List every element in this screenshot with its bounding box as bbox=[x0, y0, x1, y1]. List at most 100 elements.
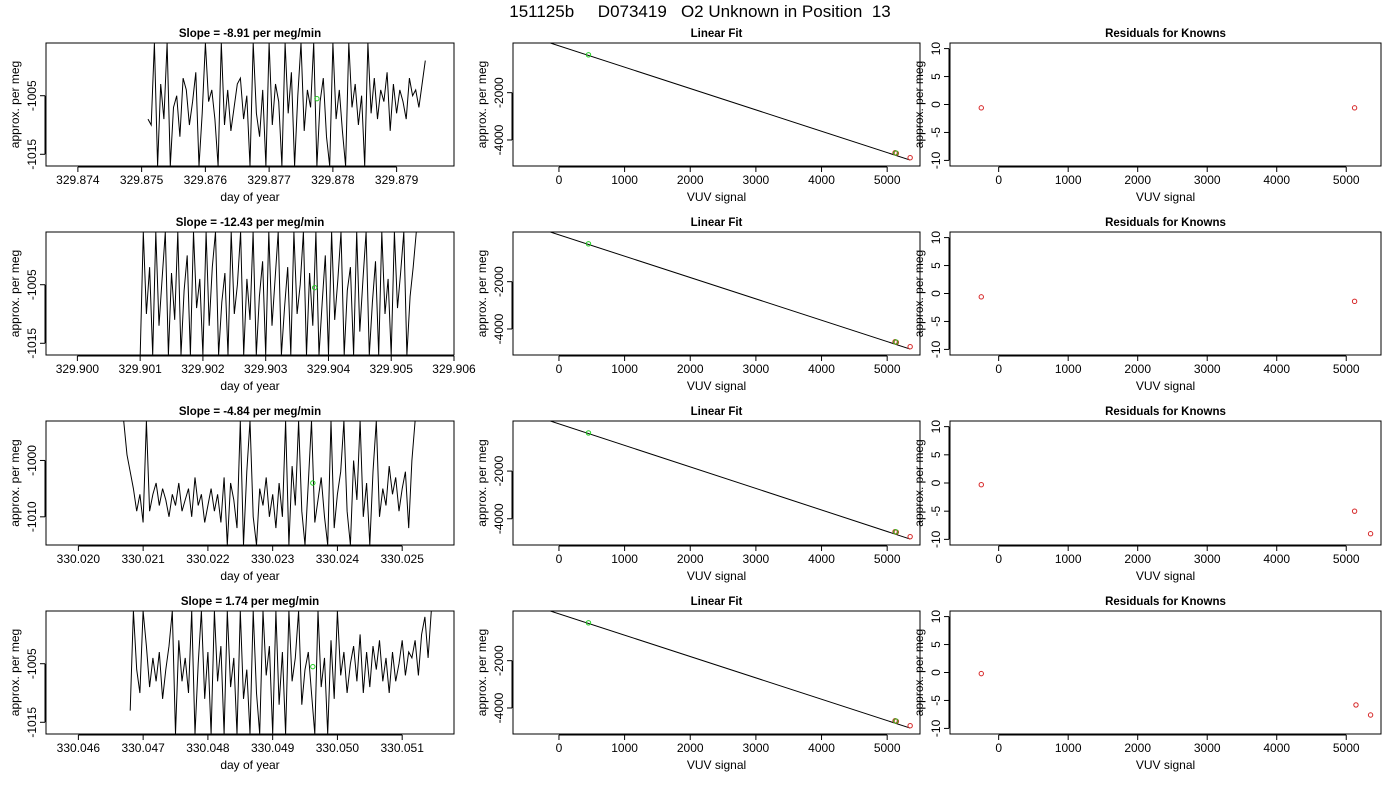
y-axis: -10 -5 0 5 10 bbox=[929, 42, 950, 169]
x-tick-label: 2000 bbox=[1124, 173, 1151, 187]
x-tick-label: 330.025 bbox=[380, 552, 424, 566]
unknown-point bbox=[310, 480, 316, 486]
y-tick-label: -2000 bbox=[492, 77, 506, 108]
y-tick-label: -1000 bbox=[25, 445, 39, 476]
page-title: 151125b D073419 O2 Unknown in Position 1… bbox=[509, 2, 891, 21]
x-tick-label: 3000 bbox=[1194, 741, 1221, 755]
x-axis: 0 1000 2000 3000 4000 5000 bbox=[995, 545, 1360, 566]
x-tick-label: 329.878 bbox=[311, 173, 355, 187]
y-axis: -1015 -1005 bbox=[25, 269, 46, 359]
y-axis-label: approx. per meg bbox=[8, 61, 22, 148]
x-axis-label: day of year bbox=[220, 379, 279, 393]
known-point bbox=[978, 294, 984, 300]
x-tick-label: 0 bbox=[995, 173, 1002, 187]
known-point bbox=[907, 155, 913, 161]
y-tick-label: -4000 bbox=[492, 124, 506, 155]
x-axis-label: VUV signal bbox=[687, 379, 746, 393]
plot-frame bbox=[949, 231, 1382, 356]
fit-line bbox=[548, 611, 911, 729]
y-axis-label: approx. per meg bbox=[912, 61, 926, 148]
y-tick-label: -2000 bbox=[492, 645, 506, 676]
chart-title: Residuals for Knowns bbox=[1105, 28, 1226, 40]
y-tick-label: 5 bbox=[929, 641, 943, 648]
x-tick-label: 4000 bbox=[808, 173, 835, 187]
plot-area bbox=[548, 43, 913, 161]
plot-frame bbox=[45, 42, 455, 167]
unknown-point bbox=[311, 284, 318, 291]
fit-line bbox=[548, 232, 911, 350]
x-axis: 0 1000 2000 3000 4000 5000 bbox=[556, 545, 901, 566]
y-tick-label: -10 bbox=[929, 151, 943, 169]
plot-area bbox=[123, 421, 416, 545]
x-tick-label: 2000 bbox=[677, 741, 704, 755]
panel-0-1: Linear Fit 0 1000 2000 3000 4000 5000 VUV signa… bbox=[475, 28, 921, 204]
x-tick-label: 329.902 bbox=[181, 362, 225, 376]
x-axis: 0 1000 2000 3000 4000 5000 bbox=[995, 355, 1360, 376]
fit-line bbox=[548, 43, 911, 161]
x-axis: 0 1000 2000 3000 4000 5000 bbox=[995, 166, 1360, 187]
unknown-point bbox=[893, 718, 899, 724]
y-tick-label: 10 bbox=[929, 420, 943, 434]
plot-area bbox=[540, 606, 913, 729]
fit-line bbox=[548, 421, 911, 540]
known-point bbox=[1367, 531, 1374, 537]
y-axis: -4000 -2000 bbox=[492, 645, 513, 723]
series-line bbox=[123, 421, 416, 545]
y-tick-label: 5 bbox=[929, 451, 943, 458]
known-point bbox=[907, 344, 913, 350]
plot-frame bbox=[512, 231, 921, 356]
x-tick-label: 0 bbox=[556, 552, 563, 566]
y-tick-label: 0 bbox=[929, 479, 943, 486]
y-tick-label: -5 bbox=[929, 695, 943, 706]
known-point bbox=[540, 227, 544, 231]
y-tick-label: -1005 bbox=[25, 269, 39, 300]
x-tick-label: 329.903 bbox=[244, 362, 288, 376]
plot-area bbox=[540, 227, 913, 350]
x-tick-label: 330.047 bbox=[121, 741, 165, 755]
x-tick-label: 5000 bbox=[1333, 741, 1360, 755]
x-axis: 0 1000 2000 3000 4000 5000 bbox=[556, 166, 901, 187]
y-axis-label: approx. per meg bbox=[912, 629, 926, 716]
known-point bbox=[1353, 702, 1359, 708]
series-line bbox=[147, 43, 426, 166]
plot-area bbox=[139, 232, 417, 355]
x-tick-label: 330.046 bbox=[57, 741, 101, 755]
y-tick-label: 10 bbox=[929, 231, 943, 245]
x-tick-label: 4000 bbox=[808, 741, 835, 755]
y-tick-label: 5 bbox=[929, 262, 943, 269]
x-axis-label: VUV signal bbox=[1136, 569, 1195, 583]
chart-title: Residuals for Knowns bbox=[1105, 217, 1226, 229]
y-tick-label: -1005 bbox=[25, 648, 39, 679]
chart-title: Linear Fit bbox=[691, 596, 743, 608]
plot-area bbox=[147, 43, 426, 166]
panel-2-1: Linear Fit 0 1000 2000 3000 4000 5000 VUV signa… bbox=[475, 406, 921, 583]
x-axis-label: day of year bbox=[220, 569, 279, 583]
x-tick-label: 330.022 bbox=[186, 552, 230, 566]
chart-title: Slope = -12.43 per meg/min bbox=[176, 217, 325, 229]
x-tick-label: 1000 bbox=[1055, 552, 1082, 566]
y-tick-label: 0 bbox=[929, 101, 943, 108]
x-tick-label: 330.024 bbox=[316, 552, 360, 566]
x-tick-label: 329.901 bbox=[118, 362, 162, 376]
x-tick-label: 3000 bbox=[743, 741, 770, 755]
x-tick-label: 3000 bbox=[743, 552, 770, 566]
known-point bbox=[907, 533, 913, 540]
unknown-point bbox=[893, 150, 899, 156]
x-tick-label: 3000 bbox=[1194, 362, 1221, 376]
y-axis-label: approx. per meg bbox=[475, 439, 489, 526]
x-axis-label: VUV signal bbox=[687, 569, 746, 583]
unknown-point bbox=[585, 52, 592, 58]
x-axis: 329.900 329.901 329.902 329.903 329.904 329.9… bbox=[56, 355, 476, 376]
x-tick-label: 0 bbox=[556, 173, 563, 187]
chart-title: Slope = -4.84 per meg/min bbox=[179, 406, 321, 418]
known-point bbox=[540, 606, 544, 610]
plot-area bbox=[978, 105, 1358, 111]
y-axis-label: approx. per meg bbox=[475, 250, 489, 337]
x-tick-label: 4000 bbox=[1263, 741, 1290, 755]
unknown-point bbox=[585, 430, 592, 436]
chart-title: Slope = 1.74 per meg/min bbox=[181, 596, 319, 608]
known-point bbox=[1351, 105, 1358, 111]
x-tick-label: 1000 bbox=[611, 173, 638, 187]
y-tick-label: -4000 bbox=[492, 503, 506, 534]
